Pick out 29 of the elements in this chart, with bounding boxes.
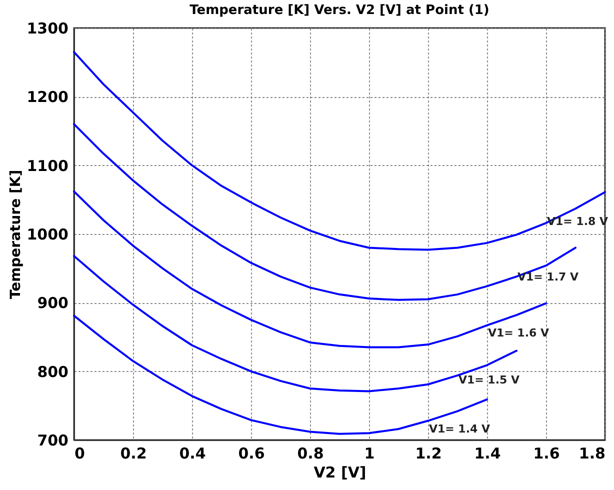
- x-tick-label: 1.8: [578, 444, 606, 462]
- line-series: [73, 190, 547, 348]
- line-series: [73, 123, 576, 301]
- x-tick-label: 1.2: [415, 444, 442, 462]
- y-tick-label: 1300: [26, 20, 68, 38]
- x-tick-label: 0.4: [179, 444, 206, 462]
- x-tick-label: 0.6: [238, 444, 265, 462]
- y-tick-label: 1100: [26, 156, 68, 175]
- x-tick-label: 1.4: [474, 444, 501, 462]
- x-tick-label: 0.2: [120, 444, 147, 462]
- y-axis-title: Temperature [K]: [8, 170, 24, 300]
- y-tick-label: 700: [37, 432, 68, 450]
- y-tick-label: 900: [37, 294, 68, 312]
- y-tick-label: 1000: [26, 226, 68, 244]
- line-series: [73, 314, 488, 435]
- line-series: [73, 51, 606, 251]
- x-tick-label: 0: [74, 444, 85, 462]
- series-label: V1= 1.5 V: [458, 374, 520, 387]
- chart-title: Temperature [K] Vers. V2 [V] at Point (1): [190, 3, 490, 18]
- x-tick-label: 1: [364, 444, 375, 462]
- series-label: V1= 1.7 V: [517, 270, 579, 284]
- y-tick-label: 800: [37, 362, 68, 381]
- line-series: [73, 254, 518, 392]
- series-label: V1= 1.6 V: [488, 326, 550, 340]
- series-label: V1= 1.4 V: [428, 422, 490, 436]
- x-tick-label: 0.8: [297, 444, 324, 462]
- y-tick-label: 1200: [26, 88, 68, 106]
- x-tick-label: 1.6: [533, 444, 560, 462]
- x-axis-title: V2 [V]: [314, 464, 366, 482]
